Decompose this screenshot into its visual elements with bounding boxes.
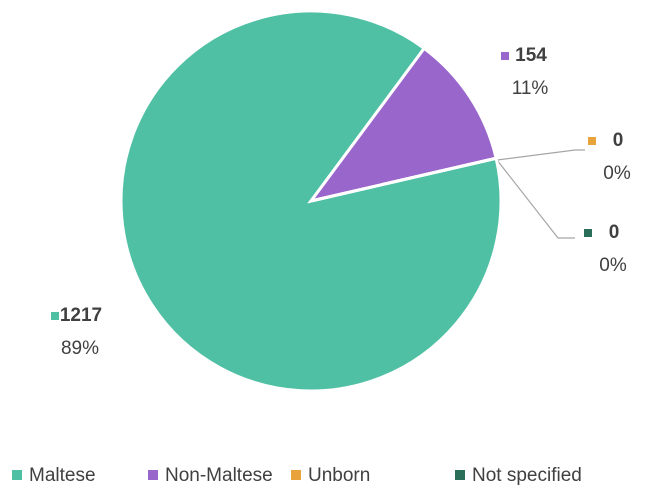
legend-swatch [291,470,301,480]
label-swatch [588,137,596,145]
pie [119,9,503,393]
label-swatch [51,312,59,320]
legend-label: Maltese [29,465,96,486]
label-swatch [501,52,509,60]
data-label-percent: 0% [599,255,627,276]
label-swatch [584,229,592,237]
leader-line [496,149,585,161]
data-label-value: 0 [613,130,624,151]
legend-label: Not specified [472,465,582,486]
data-label-percent: 89% [61,338,99,359]
data-label-value: 0 [609,222,620,243]
legend-label: Unborn [308,465,370,486]
data-label-value: 1217 [60,305,102,326]
pie-slice [310,156,497,203]
data-label-percent: 0% [603,163,631,184]
data-label-value: 154 [515,45,547,66]
legend-label: Non-Maltese [165,465,273,486]
pie-slice [307,46,498,204]
leader-line [496,159,575,239]
data-label-percent: 11% [512,78,549,99]
legend-swatch [148,470,158,480]
legend-swatch [12,470,22,480]
legend-swatch [455,470,465,480]
